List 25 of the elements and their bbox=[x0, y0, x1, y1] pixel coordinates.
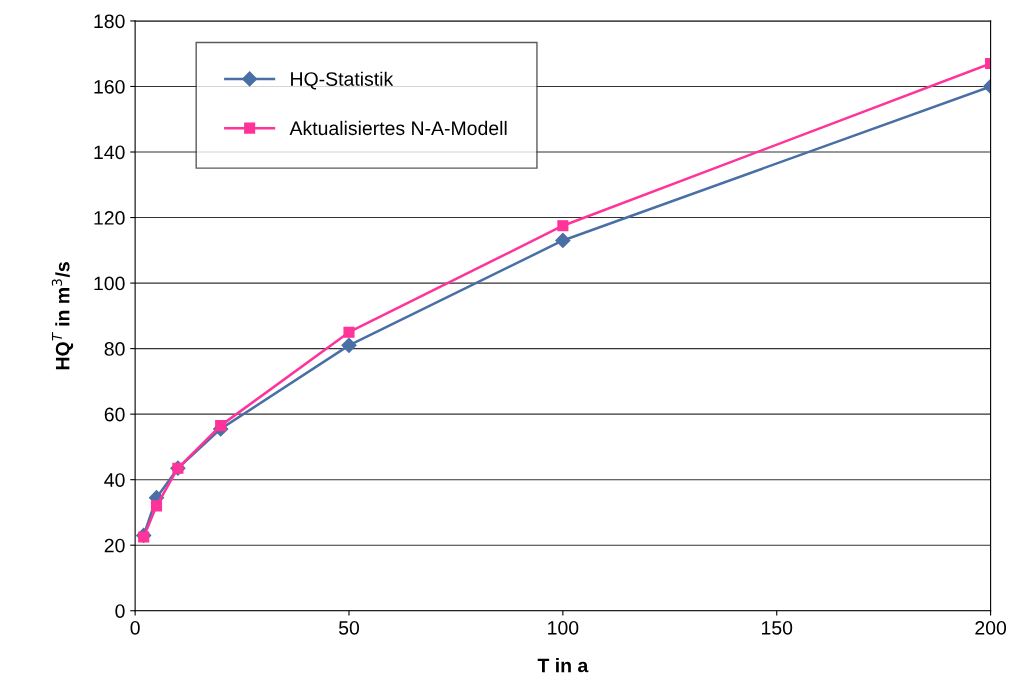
x-tick-label: 100 bbox=[548, 620, 579, 635]
legend-label: Aktualisiertes N-A-Modell bbox=[289, 120, 507, 136]
point bbox=[343, 326, 355, 338]
point bbox=[557, 220, 569, 232]
y-axis-title: HQ$^{T}$ in m$^{3}$/s bbox=[51, 262, 74, 370]
y-tick-label: 60 bbox=[104, 407, 125, 422]
y-tick-label: 40 bbox=[104, 473, 125, 487]
y-tick-label: 20 bbox=[104, 538, 125, 553]
y-tick-label: 140 bbox=[94, 145, 125, 160]
point bbox=[341, 337, 357, 353]
y-tick-label: 0 bbox=[115, 604, 125, 618]
y-tick-label: 80 bbox=[104, 342, 125, 356]
legend-label: HQ-Statistik bbox=[291, 71, 394, 90]
y-tick-label: 180 bbox=[94, 14, 125, 29]
point bbox=[215, 420, 227, 432]
x-tick-label: 0 bbox=[130, 620, 140, 635]
point bbox=[555, 232, 571, 249]
x-tick-label: 50 bbox=[338, 620, 360, 635]
x-tick-label: 200 bbox=[975, 620, 1007, 635]
point bbox=[150, 500, 163, 512]
y-tick-label: 160 bbox=[94, 79, 125, 94]
x-tick-label: 150 bbox=[762, 620, 793, 635]
y-tick-label: 120 bbox=[94, 211, 125, 225]
x-axis-title: T in a bbox=[537, 658, 589, 673]
y-tick-label: 100 bbox=[94, 276, 125, 291]
